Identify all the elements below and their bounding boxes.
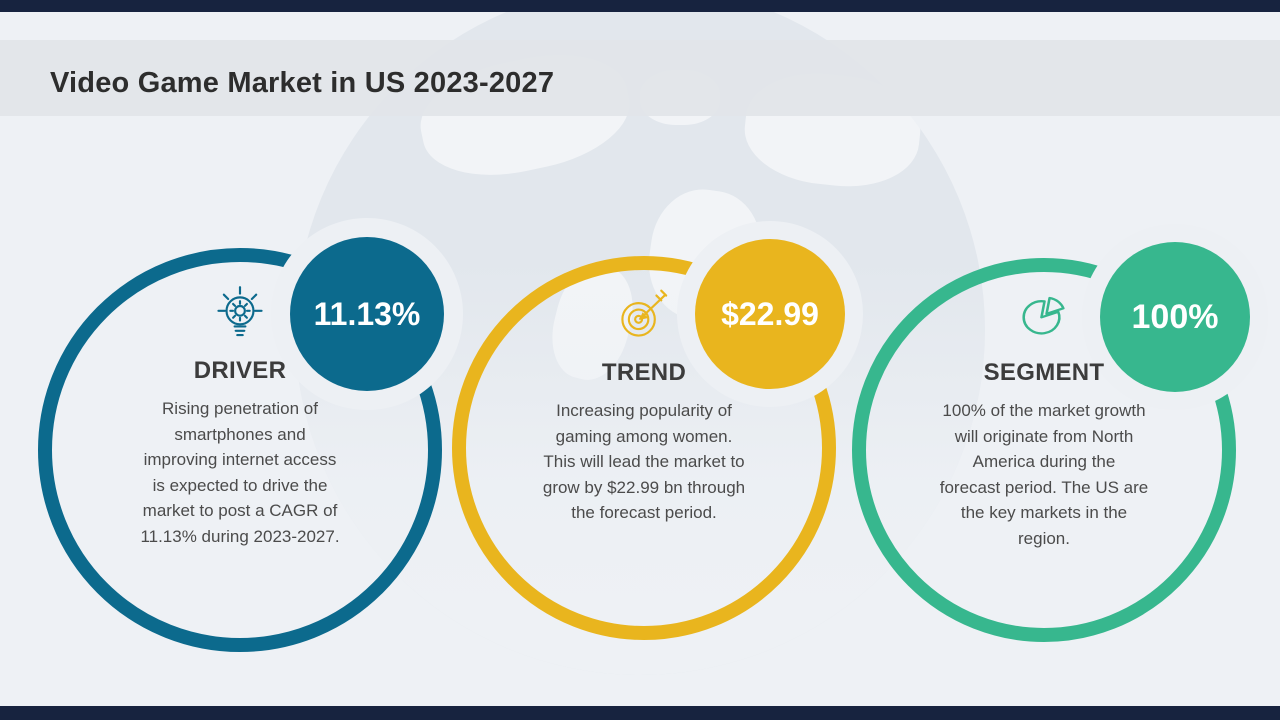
lightbulb-gear-icon [104, 284, 376, 342]
segment-stat-value: 100% [1131, 297, 1219, 336]
segment-content: SEGMENT 100% of the market growth will o… [908, 286, 1180, 551]
card-heading-driver: DRIVER [193, 357, 287, 384]
top-accent-bar [0, 0, 1280, 12]
driver-stat-value: 11.13% [313, 295, 421, 332]
pie-chart-icon [908, 286, 1180, 344]
page-title: Video Game Market in US 2023-2027 [50, 66, 555, 99]
segment-stat-badge: 100% [1100, 242, 1250, 392]
driver-content: DRIVER Rising penetration of smartphones… [104, 284, 376, 549]
header-band: Video Game Market in US 2023-2027 [0, 40, 1280, 116]
card-body-segment: 100% of the market growth will originate… [939, 401, 1149, 548]
card-trend: $22.99 TREND Increasing popularity of ga… [452, 221, 863, 640]
card-body-driver: Rising penetration of smartphones and im… [140, 399, 340, 546]
driver-stat-badge: 11.13% [290, 237, 444, 391]
card-heading-trend: TREND [601, 359, 687, 386]
card-driver: 11.13% DRIVER Rising pene [38, 218, 463, 652]
trend-content: TREND Increasing popularity of gaming am… [508, 286, 780, 526]
card-body-trend: Increasing popularity of gaming among wo… [542, 401, 746, 522]
trend-stat-value: $22.99 [721, 295, 819, 332]
card-segment: 100% SEGMENT 100% of the market growth w… [852, 224, 1268, 642]
target-arrow-icon [508, 286, 780, 344]
bottom-accent-bar [0, 706, 1280, 720]
card-heading-segment: SEGMENT [983, 359, 1105, 386]
trend-stat-badge: $22.99 [695, 239, 845, 389]
